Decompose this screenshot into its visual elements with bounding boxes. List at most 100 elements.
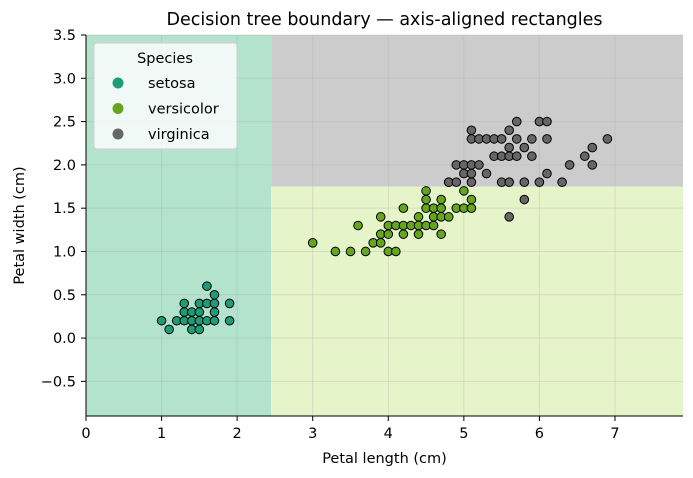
x-axis-label: Petal length (cm): [322, 451, 447, 467]
y-axis-label: Petal width (cm): [12, 166, 28, 284]
point-setosa: [156, 315, 167, 326]
point-setosa: [179, 298, 190, 309]
point-versicolor: [375, 238, 386, 248]
point-versicolor: [421, 194, 431, 205]
legend-marker-virginica: [112, 128, 124, 140]
chart-title: Decision tree boundary — axis-aligned re…: [166, 10, 602, 30]
region-versicolor: [271, 186, 683, 416]
y-tick-label: 1.5: [53, 201, 76, 217]
point-virginica: [504, 177, 514, 188]
point-virginica: [542, 116, 552, 127]
y-tick-label: 2.5: [53, 115, 76, 131]
point-versicolor: [307, 238, 318, 248]
point-versicolor: [466, 194, 477, 205]
point-virginica: [564, 160, 575, 170]
y-tick-label: 0.0: [53, 331, 76, 347]
point-setosa: [202, 281, 212, 291]
point-virginica: [511, 116, 522, 127]
axes: [85, 35, 683, 417]
y-tick-label: 0.5: [53, 288, 76, 304]
x-ticks: 0 1 2 3 4 5 6 7: [81, 416, 620, 442]
point-setosa: [194, 307, 205, 317]
x-tick-label: 6: [535, 426, 544, 442]
point-setosa: [164, 324, 174, 335]
data-points: [156, 116, 613, 335]
point-versicolor: [443, 212, 454, 222]
point-virginica: [481, 168, 492, 179]
point-versicolor: [398, 229, 409, 239]
point-versicolor: [398, 203, 409, 213]
y-tick-label: 1.0: [53, 244, 76, 260]
point-versicolor: [436, 194, 446, 205]
point-virginica: [466, 125, 477, 136]
point-virginica: [602, 134, 613, 144]
point-versicolor: [353, 220, 363, 231]
point-virginica: [504, 142, 514, 153]
legend-label-virginica: virginica: [148, 127, 210, 143]
x-tick-label: 0: [81, 426, 90, 442]
point-versicolor: [413, 212, 424, 222]
legend-marker-versicolor: [112, 103, 124, 114]
y-tick-label: 2.0: [53, 158, 76, 174]
point-setosa: [224, 315, 235, 326]
point-virginica: [504, 125, 514, 136]
point-virginica: [451, 177, 462, 188]
point-versicolor: [466, 203, 477, 213]
x-tick-label: 2: [233, 426, 242, 442]
legend-marker-setosa: [112, 77, 124, 89]
x-tick-label: 1: [157, 426, 166, 442]
point-virginica: [519, 194, 530, 205]
legend-label-versicolor: versicolor: [148, 102, 219, 118]
point-virginica: [519, 142, 530, 153]
point-versicolor: [330, 246, 341, 257]
point-virginica: [519, 177, 530, 188]
point-versicolor: [375, 212, 386, 222]
point-setosa: [194, 324, 205, 335]
point-virginica: [466, 177, 477, 188]
point-virginica: [496, 134, 507, 144]
point-virginica: [527, 134, 537, 144]
x-tick-label: 5: [459, 426, 468, 442]
legend: Species setosa versicolor virginica: [93, 42, 238, 150]
point-virginica: [511, 134, 522, 144]
legend-box: [93, 42, 238, 150]
y-tick-label: 3.0: [53, 71, 76, 87]
legend-label-setosa: setosa: [148, 76, 195, 92]
y-tick-label: −0.5: [41, 374, 76, 390]
point-setosa: [209, 298, 220, 309]
point-versicolor: [383, 229, 394, 239]
point-versicolor: [391, 246, 401, 257]
x-tick-label: 4: [384, 426, 393, 442]
point-virginica: [504, 212, 514, 222]
point-virginica: [587, 142, 598, 153]
point-versicolor: [459, 186, 469, 196]
point-virginica: [557, 177, 567, 188]
legend-title: Species: [137, 51, 193, 67]
point-setosa: [209, 289, 220, 300]
point-setosa: [224, 298, 235, 309]
y-ticks: −0.5 0.0 0.5 1.0 1.5 2.0 2.5 3.0 3.5: [41, 28, 86, 390]
point-virginica: [542, 134, 552, 144]
point-versicolor: [436, 203, 446, 213]
point-versicolor: [413, 229, 424, 239]
legend-items: setosa versicolor virginica: [112, 76, 219, 143]
point-versicolor: [360, 246, 371, 257]
point-versicolor: [428, 220, 439, 231]
point-virginica: [466, 168, 477, 179]
point-setosa: [209, 307, 220, 317]
point-virginica: [511, 151, 522, 162]
x-tick-label: 3: [308, 426, 317, 442]
point-setosa: [209, 315, 220, 326]
point-versicolor: [421, 186, 431, 196]
point-versicolor: [345, 246, 356, 257]
point-virginica: [474, 160, 484, 170]
x-tick-label: 7: [610, 426, 619, 442]
point-virginica: [542, 168, 552, 179]
point-virginica: [579, 151, 590, 162]
point-virginica: [587, 160, 598, 170]
y-tick-label: 3.5: [53, 28, 76, 44]
point-virginica: [527, 151, 537, 162]
point-virginica: [534, 177, 545, 188]
point-versicolor: [436, 229, 446, 239]
